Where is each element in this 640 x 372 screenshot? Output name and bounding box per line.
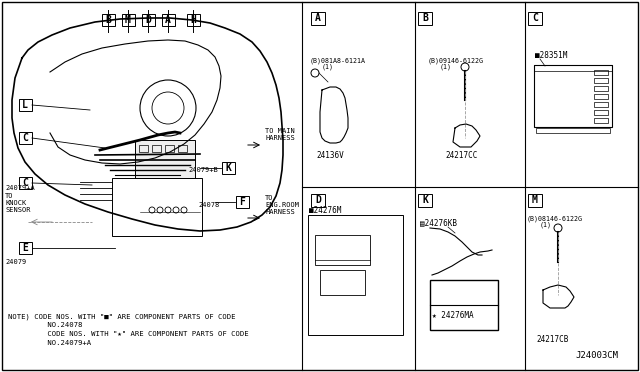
- Text: NO.24079+A: NO.24079+A: [8, 340, 91, 346]
- Text: (B)081A8-6121A: (B)081A8-6121A: [310, 57, 366, 64]
- Text: K: K: [225, 163, 231, 173]
- Bar: [594, 110, 608, 115]
- Text: B: B: [422, 13, 428, 23]
- Bar: [161, 14, 175, 26]
- Text: NOTE) CODE NOS. WITH "■" ARE COMPONENT PARTS OF CODE: NOTE) CODE NOS. WITH "■" ARE COMPONENT P…: [8, 313, 236, 320]
- Bar: [165, 145, 174, 152]
- Text: L: L: [22, 100, 28, 110]
- Bar: [315, 235, 370, 265]
- Text: F: F: [239, 197, 245, 207]
- Bar: [594, 86, 608, 91]
- Text: (1): (1): [440, 64, 452, 71]
- Text: A: A: [315, 13, 321, 23]
- Text: K: K: [422, 195, 428, 205]
- Bar: [536, 128, 610, 133]
- Bar: [418, 12, 432, 25]
- Text: D: D: [315, 195, 321, 205]
- Text: A: A: [165, 15, 171, 25]
- Bar: [534, 65, 612, 127]
- Bar: [594, 118, 608, 123]
- Bar: [528, 193, 542, 206]
- Text: (1): (1): [322, 64, 334, 71]
- Text: ■28351M: ■28351M: [535, 51, 568, 60]
- Text: 24079+B: 24079+B: [188, 167, 218, 173]
- Bar: [311, 193, 325, 206]
- Text: ■24276M: ■24276M: [309, 206, 341, 215]
- Bar: [141, 14, 154, 26]
- Bar: [135, 140, 195, 178]
- Text: M: M: [532, 195, 538, 205]
- Text: B: B: [105, 15, 111, 25]
- Bar: [19, 99, 31, 111]
- Text: 24079: 24079: [5, 259, 26, 265]
- Text: (B)09146-6122G: (B)09146-6122G: [428, 57, 484, 64]
- Bar: [594, 94, 608, 99]
- Text: D: D: [145, 15, 151, 25]
- Bar: [594, 70, 608, 75]
- Text: (B)08146-6122G: (B)08146-6122G: [527, 215, 583, 221]
- Bar: [528, 12, 542, 25]
- Bar: [19, 242, 31, 254]
- Bar: [178, 145, 187, 152]
- Bar: [594, 78, 608, 83]
- Text: E: E: [22, 243, 28, 253]
- Text: H: H: [190, 15, 196, 25]
- Bar: [534, 65, 612, 71]
- Bar: [418, 193, 432, 206]
- Text: C: C: [532, 13, 538, 23]
- Bar: [152, 145, 161, 152]
- Text: NO.24078: NO.24078: [8, 322, 83, 328]
- Text: J24003CM: J24003CM: [575, 351, 618, 360]
- Bar: [19, 177, 31, 189]
- Bar: [221, 162, 234, 174]
- Bar: [236, 196, 248, 208]
- Text: CODE NOS. WITH "★" ARE COMPONENT PARTS OF CODE: CODE NOS. WITH "★" ARE COMPONENT PARTS O…: [8, 331, 248, 337]
- Bar: [308, 215, 403, 335]
- Bar: [594, 102, 608, 107]
- Bar: [320, 270, 365, 295]
- Bar: [186, 14, 200, 26]
- Text: C: C: [22, 133, 28, 143]
- Bar: [112, 178, 202, 236]
- Text: ★ 24276MA: ★ 24276MA: [432, 311, 474, 320]
- Text: 24078: 24078: [198, 202, 220, 208]
- Text: 24079+A: 24079+A: [5, 185, 35, 191]
- Text: 24217CB: 24217CB: [537, 335, 569, 344]
- Bar: [102, 14, 115, 26]
- Bar: [122, 14, 134, 26]
- Text: M: M: [125, 15, 131, 25]
- Text: 24217CC: 24217CC: [446, 151, 478, 160]
- Text: 24136V: 24136V: [316, 151, 344, 160]
- Text: TO
KNOCK
SENSOR: TO KNOCK SENSOR: [5, 193, 31, 213]
- Text: ▤24276KB: ▤24276KB: [420, 218, 457, 227]
- Text: (1): (1): [540, 222, 552, 228]
- Text: TO
ENG.ROOM
HARNESS: TO ENG.ROOM HARNESS: [265, 195, 299, 215]
- Text: C: C: [22, 178, 28, 188]
- Bar: [139, 145, 148, 152]
- Bar: [19, 132, 31, 144]
- Text: TO MAIN
HARNESS: TO MAIN HARNESS: [265, 128, 295, 141]
- Bar: [430, 280, 498, 330]
- Bar: [311, 12, 325, 25]
